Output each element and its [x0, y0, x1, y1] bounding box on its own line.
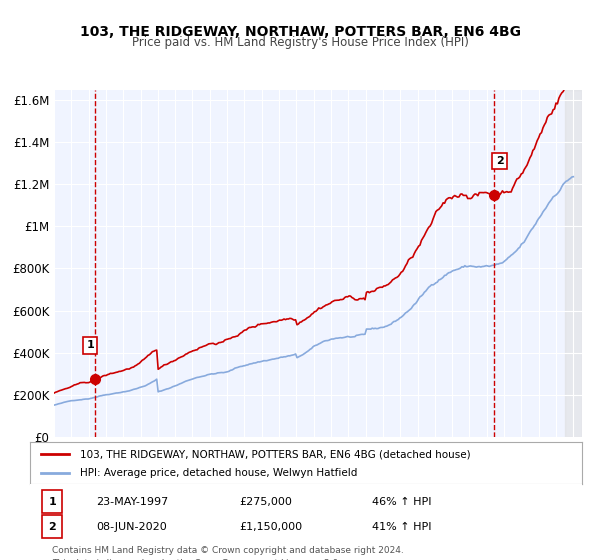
Text: HPI: Average price, detached house, Welwyn Hatfield: HPI: Average price, detached house, Welw…	[80, 468, 357, 478]
FancyBboxPatch shape	[42, 491, 62, 513]
Text: 103, THE RIDGEWAY, NORTHAW, POTTERS BAR, EN6 4BG (detached house): 103, THE RIDGEWAY, NORTHAW, POTTERS BAR,…	[80, 449, 470, 459]
Text: Contains HM Land Registry data © Crown copyright and database right 2024.: Contains HM Land Registry data © Crown c…	[52, 547, 404, 556]
Text: £1,150,000: £1,150,000	[240, 522, 303, 532]
Text: This data is licensed under the Open Government Licence v3.0.: This data is licensed under the Open Gov…	[52, 558, 341, 560]
Text: 23-MAY-1997: 23-MAY-1997	[96, 497, 169, 507]
Text: 08-JUN-2020: 08-JUN-2020	[96, 522, 167, 532]
Text: £275,000: £275,000	[240, 497, 293, 507]
Text: Price paid vs. HM Land Registry's House Price Index (HPI): Price paid vs. HM Land Registry's House …	[131, 36, 469, 49]
Text: 2: 2	[496, 156, 503, 166]
Text: 2: 2	[48, 522, 56, 532]
Text: 1: 1	[86, 340, 94, 350]
FancyBboxPatch shape	[42, 515, 62, 538]
Text: 41% ↑ HPI: 41% ↑ HPI	[372, 522, 432, 532]
Text: 46% ↑ HPI: 46% ↑ HPI	[372, 497, 432, 507]
Text: 103, THE RIDGEWAY, NORTHAW, POTTERS BAR, EN6 4BG: 103, THE RIDGEWAY, NORTHAW, POTTERS BAR,…	[79, 25, 521, 39]
Text: 1: 1	[48, 497, 56, 507]
Bar	[565, 90, 582, 437]
